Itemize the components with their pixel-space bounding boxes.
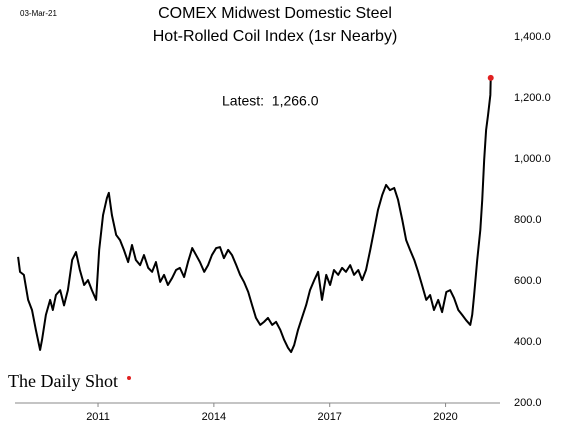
x-tick-label: 2020 <box>433 411 457 423</box>
date-stamp: 03-Mar-21 <box>20 9 57 18</box>
chart-title: Hot-Rolled Coil Index (1sr Nearby) <box>153 28 398 45</box>
y-tick-label: 800.0 <box>514 214 542 226</box>
logo-dot <box>127 376 131 380</box>
x-tick-label: 2011 <box>86 411 110 423</box>
chart-title: COMEX Midwest Domestic Steel <box>158 5 392 22</box>
x-tick-label: 2014 <box>202 411 226 423</box>
y-tick-label: 400.0 <box>514 336 542 348</box>
y-tick-label: 1,400.0 <box>514 31 551 43</box>
y-tick-label: 1,200.0 <box>514 92 551 104</box>
line-series <box>17 77 492 354</box>
annotation: Latest: 1,266.0 <box>222 93 319 109</box>
last-point <box>487 74 494 81</box>
logo: The Daily Shot <box>8 371 118 391</box>
y-tick-label: 200.0 <box>514 397 542 409</box>
x-tick-label: 2017 <box>317 411 341 423</box>
y-tick-label: 1,000.0 <box>514 153 551 165</box>
y-tick-label: 600.0 <box>514 275 542 287</box>
